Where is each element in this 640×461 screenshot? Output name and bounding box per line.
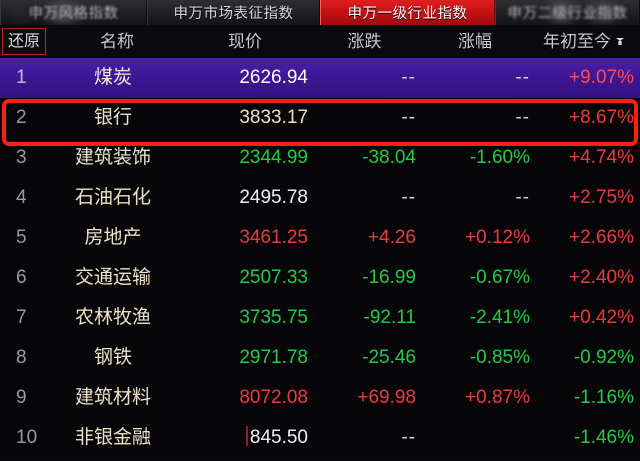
- tab-level2-industry-index[interactable]: 申万二级行业指数: [495, 0, 640, 25]
- row-index-name: 银行: [93, 107, 132, 128]
- row-ytd: +0.42%: [569, 307, 634, 328]
- row-index-name: 煤炭: [93, 67, 132, 88]
- row-price: 2971.78: [239, 347, 308, 368]
- price-cursor-marker: [245, 426, 248, 446]
- row-price: 2344.99: [239, 147, 308, 168]
- row-index-name: 建筑材料: [74, 387, 151, 408]
- row-ytd: -1.46%: [573, 427, 634, 448]
- row-change: --: [401, 427, 416, 448]
- sort-descending-icon: [616, 38, 624, 45]
- row-index-name: 石油石化: [74, 187, 151, 208]
- row-change: -16.99: [362, 267, 416, 288]
- row-change-pct: +0.87%: [465, 387, 530, 408]
- restore-button[interactable]: 还原: [2, 28, 46, 55]
- table-row[interactable]: 6 交通运输 2507.33 -16.99 -0.67% +2.40%: [0, 258, 640, 298]
- row-change-pct: --: [515, 67, 530, 88]
- row-ytd: -1.16%: [573, 387, 634, 408]
- row-index: 4: [16, 187, 27, 208]
- row-change: -38.04: [362, 147, 416, 168]
- table-row[interactable]: 7 农林牧渔 3735.75 -92.11 -2.41% +0.42%: [0, 298, 640, 338]
- tab-style-index[interactable]: 申万风格指数: [0, 0, 147, 25]
- row-price: 3833.17: [239, 107, 308, 128]
- tab-style-index-label: 申万风格指数: [28, 6, 119, 22]
- table-row[interactable]: 3 建筑装饰 2344.99 -38.04 -1.60% +4.74%: [0, 138, 640, 178]
- column-header-change[interactable]: 涨跌: [347, 32, 382, 51]
- row-change: --: [401, 107, 416, 128]
- row-change-pct: --: [515, 107, 530, 128]
- table-row[interactable]: 2 银行 3833.17 -- -- +8.67%: [0, 98, 640, 138]
- row-index: 6: [16, 267, 27, 288]
- row-price: 3461.25: [239, 227, 308, 248]
- row-index-name: 房地产: [84, 227, 142, 248]
- row-change-pct: -0.85%: [469, 347, 530, 368]
- column-header-name[interactable]: 名称: [100, 32, 134, 51]
- table-row[interactable]: 9 建筑材料 8072.08 +69.98 +0.87% -1.16%: [0, 378, 640, 418]
- row-index: 1: [16, 67, 27, 88]
- row-ytd: +2.75%: [569, 187, 634, 208]
- row-ytd: +4.74%: [569, 147, 634, 168]
- row-change: --: [401, 67, 416, 88]
- row-price: 2495.78: [239, 187, 308, 208]
- tab-level1-industry-index[interactable]: 申万一级行业指数: [320, 0, 495, 25]
- table-row[interactable]: 4 石油石化 2495.78 -- -- +2.75%: [0, 178, 640, 218]
- column-header-change-pct[interactable]: 涨幅: [458, 32, 492, 51]
- row-price-text: 845.50: [249, 427, 308, 448]
- row-change-pct: +0.12%: [465, 227, 530, 248]
- index-table-body: 1 煤炭 2626.94 -- -- +9.07% 2 银行 3833.17 -- -- +8.67%…: [0, 58, 640, 461]
- row-index: 2: [16, 107, 27, 128]
- row-price: 2626.94: [239, 67, 308, 88]
- row-change-pct: --: [515, 187, 530, 208]
- table-row[interactable]: 5 房地产 3461.25 +4.26 +0.12% +2.66%: [0, 218, 640, 258]
- row-index-name: 钢铁: [93, 347, 132, 368]
- row-index: 7: [16, 307, 27, 328]
- table-column-header: 还原 名称 现价 涨跌 涨幅 年初至今: [0, 25, 640, 59]
- tab-level2-industry-index-label: 申万二级行业指数: [507, 6, 628, 22]
- table-row[interactable]: 1 煤炭 2626.94 -- -- +9.07%: [0, 58, 640, 98]
- index-category-tabbar: 申万风格指数 申万市场表征指数 申万一级行业指数 申万二级行业指数: [0, 0, 640, 25]
- row-price: 845.50: [176, 418, 308, 458]
- row-index-name: 非银金融: [74, 427, 151, 448]
- table-row[interactable]: 8 钢铁 2971.78 -25.46 -0.85% -0.92%: [0, 338, 640, 378]
- row-change: -25.46: [362, 347, 416, 368]
- row-change-pct: -0.67%: [469, 267, 530, 288]
- row-index: 8: [16, 347, 27, 368]
- row-ytd: +2.40%: [569, 267, 634, 288]
- row-price: 8072.08: [239, 387, 308, 408]
- row-ytd: +2.66%: [569, 227, 634, 248]
- row-price: 2507.33: [239, 267, 308, 288]
- row-index: 9: [16, 387, 27, 408]
- row-price: 3735.75: [239, 307, 308, 328]
- table-row[interactable]: 10 非银金融 845.50 -- -1.46%: [0, 418, 640, 458]
- column-header-ytd-label: 年初至今: [543, 32, 611, 51]
- row-index-name: 农林牧渔: [74, 307, 151, 328]
- row-index-name: 交通运输: [74, 267, 151, 288]
- tab-market-representation-index-label: 申万市场表征指数: [173, 6, 294, 22]
- row-ytd: +8.67%: [569, 107, 634, 128]
- tab-level1-industry-index-label: 申万一级行业指数: [347, 6, 468, 22]
- row-change: --: [401, 187, 416, 208]
- column-header-ytd[interactable]: 年初至今: [532, 25, 638, 58]
- row-change: +4.26: [367, 227, 416, 248]
- row-ytd: +9.07%: [569, 67, 634, 88]
- row-index: 10: [16, 427, 38, 448]
- row-index-name: 建筑装饰: [74, 147, 151, 168]
- row-change-pct: -1.60%: [469, 147, 530, 168]
- row-change-pct: [418, 418, 530, 458]
- row-index: 3: [16, 147, 27, 168]
- tab-market-representation-index[interactable]: 申万市场表征指数: [147, 0, 320, 25]
- row-change-pct: -2.41%: [469, 307, 530, 328]
- row-index: 5: [16, 227, 27, 248]
- row-ytd: -0.92%: [573, 347, 634, 368]
- row-change: +69.98: [357, 387, 416, 408]
- row-change: -92.11: [363, 307, 416, 328]
- column-header-price[interactable]: 现价: [228, 32, 262, 51]
